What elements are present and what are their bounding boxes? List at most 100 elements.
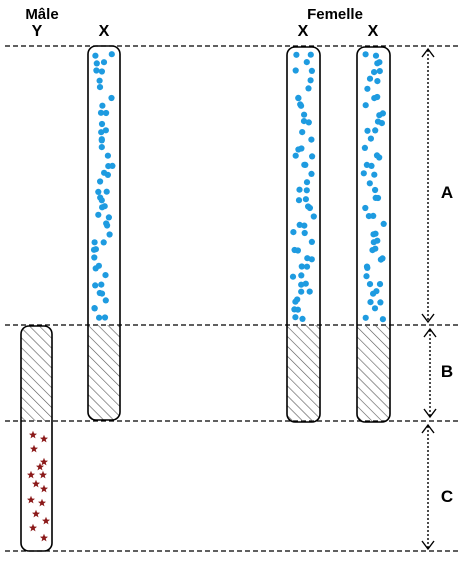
chromosome-label-male-x: X <box>99 23 110 40</box>
dot-marker <box>366 75 374 82</box>
dot-marker <box>379 110 386 117</box>
dot-marker <box>97 109 105 116</box>
dot-marker <box>301 229 308 237</box>
chromosome-label-female-x1: X <box>298 23 309 40</box>
star-marker <box>29 523 37 532</box>
dot-marker <box>302 280 309 287</box>
dot-marker <box>309 153 316 160</box>
dot-marker <box>101 203 108 210</box>
dot-marker <box>367 299 374 306</box>
dot-marker <box>93 67 100 74</box>
dot-marker <box>366 281 374 288</box>
y-hatched-segment <box>21 326 52 421</box>
dot-marker <box>306 204 313 212</box>
dot-marker <box>306 288 313 295</box>
dot-marker <box>98 197 105 204</box>
dot-marker <box>370 212 377 219</box>
female-x2-dot-markers <box>360 51 387 323</box>
dot-marker <box>298 102 305 109</box>
dot-marker <box>300 118 308 125</box>
dot-marker <box>108 94 115 102</box>
dot-marker <box>302 196 309 203</box>
dot-marker <box>296 221 303 228</box>
dot-marker <box>98 136 105 143</box>
dot-marker <box>92 52 99 59</box>
dot-marker <box>95 188 102 195</box>
dot-marker <box>292 67 299 74</box>
dot-marker <box>363 273 370 280</box>
star-marker <box>40 457 48 466</box>
dot-marker <box>362 51 369 58</box>
dot-marker <box>299 129 306 136</box>
dot-marker <box>308 170 315 177</box>
dot-marker <box>380 220 387 227</box>
dot-marker <box>303 179 311 186</box>
dot-marker <box>307 51 314 58</box>
dot-marker <box>93 60 100 67</box>
dot-marker <box>98 120 106 128</box>
y-chromosome-outline <box>20 325 53 552</box>
dot-marker <box>301 222 308 229</box>
dot-marker <box>379 316 386 323</box>
male-x-chromosome <box>87 45 121 421</box>
dot-marker <box>92 282 99 289</box>
dot-marker <box>298 288 305 295</box>
dot-marker <box>299 315 306 322</box>
dot-marker <box>361 144 368 151</box>
dot-marker <box>96 289 103 297</box>
male-x-chromosome-outline <box>87 45 121 421</box>
dot-marker <box>98 144 105 151</box>
star-marker <box>32 509 40 518</box>
female-x1-dot-markers <box>289 51 317 322</box>
dot-marker <box>102 127 109 134</box>
dot-marker <box>379 255 386 262</box>
dot-marker <box>106 231 113 238</box>
region-c-bracket <box>421 423 435 551</box>
dot-marker <box>305 119 312 126</box>
dot-marker <box>96 314 103 321</box>
female-x2-hatched-segment <box>357 325 390 422</box>
star-marker <box>27 495 35 504</box>
dot-marker <box>362 314 369 321</box>
dot-marker <box>372 52 380 59</box>
dot-marker <box>374 237 381 244</box>
star-marker <box>30 444 38 453</box>
dot-marker <box>371 305 379 312</box>
dot-marker <box>364 85 371 92</box>
dot-marker <box>98 129 105 136</box>
female-x2-chromosome <box>356 46 391 423</box>
star-marker <box>40 434 48 443</box>
dot-marker <box>103 109 110 117</box>
dot-marker <box>101 314 109 321</box>
dot-marker <box>98 281 105 288</box>
dot-marker <box>364 127 371 134</box>
dot-marker <box>305 85 312 92</box>
dot-marker <box>108 51 115 58</box>
dot-marker <box>374 78 381 85</box>
star-marker <box>39 470 47 479</box>
dot-marker <box>376 68 383 75</box>
dot-marker <box>101 169 108 176</box>
female-label: Femelle <box>307 6 363 23</box>
dot-marker <box>100 59 108 66</box>
dot-marker <box>96 77 103 84</box>
star-marker <box>36 462 44 471</box>
dot-marker <box>298 145 305 152</box>
dot-marker <box>296 186 303 193</box>
dot-marker <box>308 238 315 245</box>
dot-marker <box>367 135 374 142</box>
dot-marker <box>294 306 301 313</box>
dot-marker <box>99 102 106 109</box>
dot-marker <box>96 84 104 91</box>
dot-marker <box>360 170 367 177</box>
region-a-bracket <box>421 47 435 324</box>
dot-marker <box>293 51 300 58</box>
dot-marker <box>92 265 99 272</box>
dot-marker <box>377 299 384 306</box>
dot-marker <box>90 246 98 253</box>
dot-marker <box>376 59 383 66</box>
dot-marker <box>371 95 378 102</box>
dot-marker <box>104 152 111 159</box>
dot-marker <box>308 256 315 263</box>
